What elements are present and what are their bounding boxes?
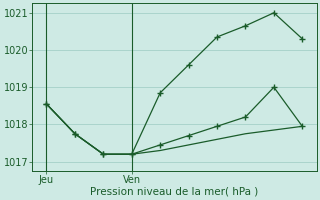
X-axis label: Pression niveau de la mer( hPa ): Pression niveau de la mer( hPa ) — [90, 187, 259, 197]
